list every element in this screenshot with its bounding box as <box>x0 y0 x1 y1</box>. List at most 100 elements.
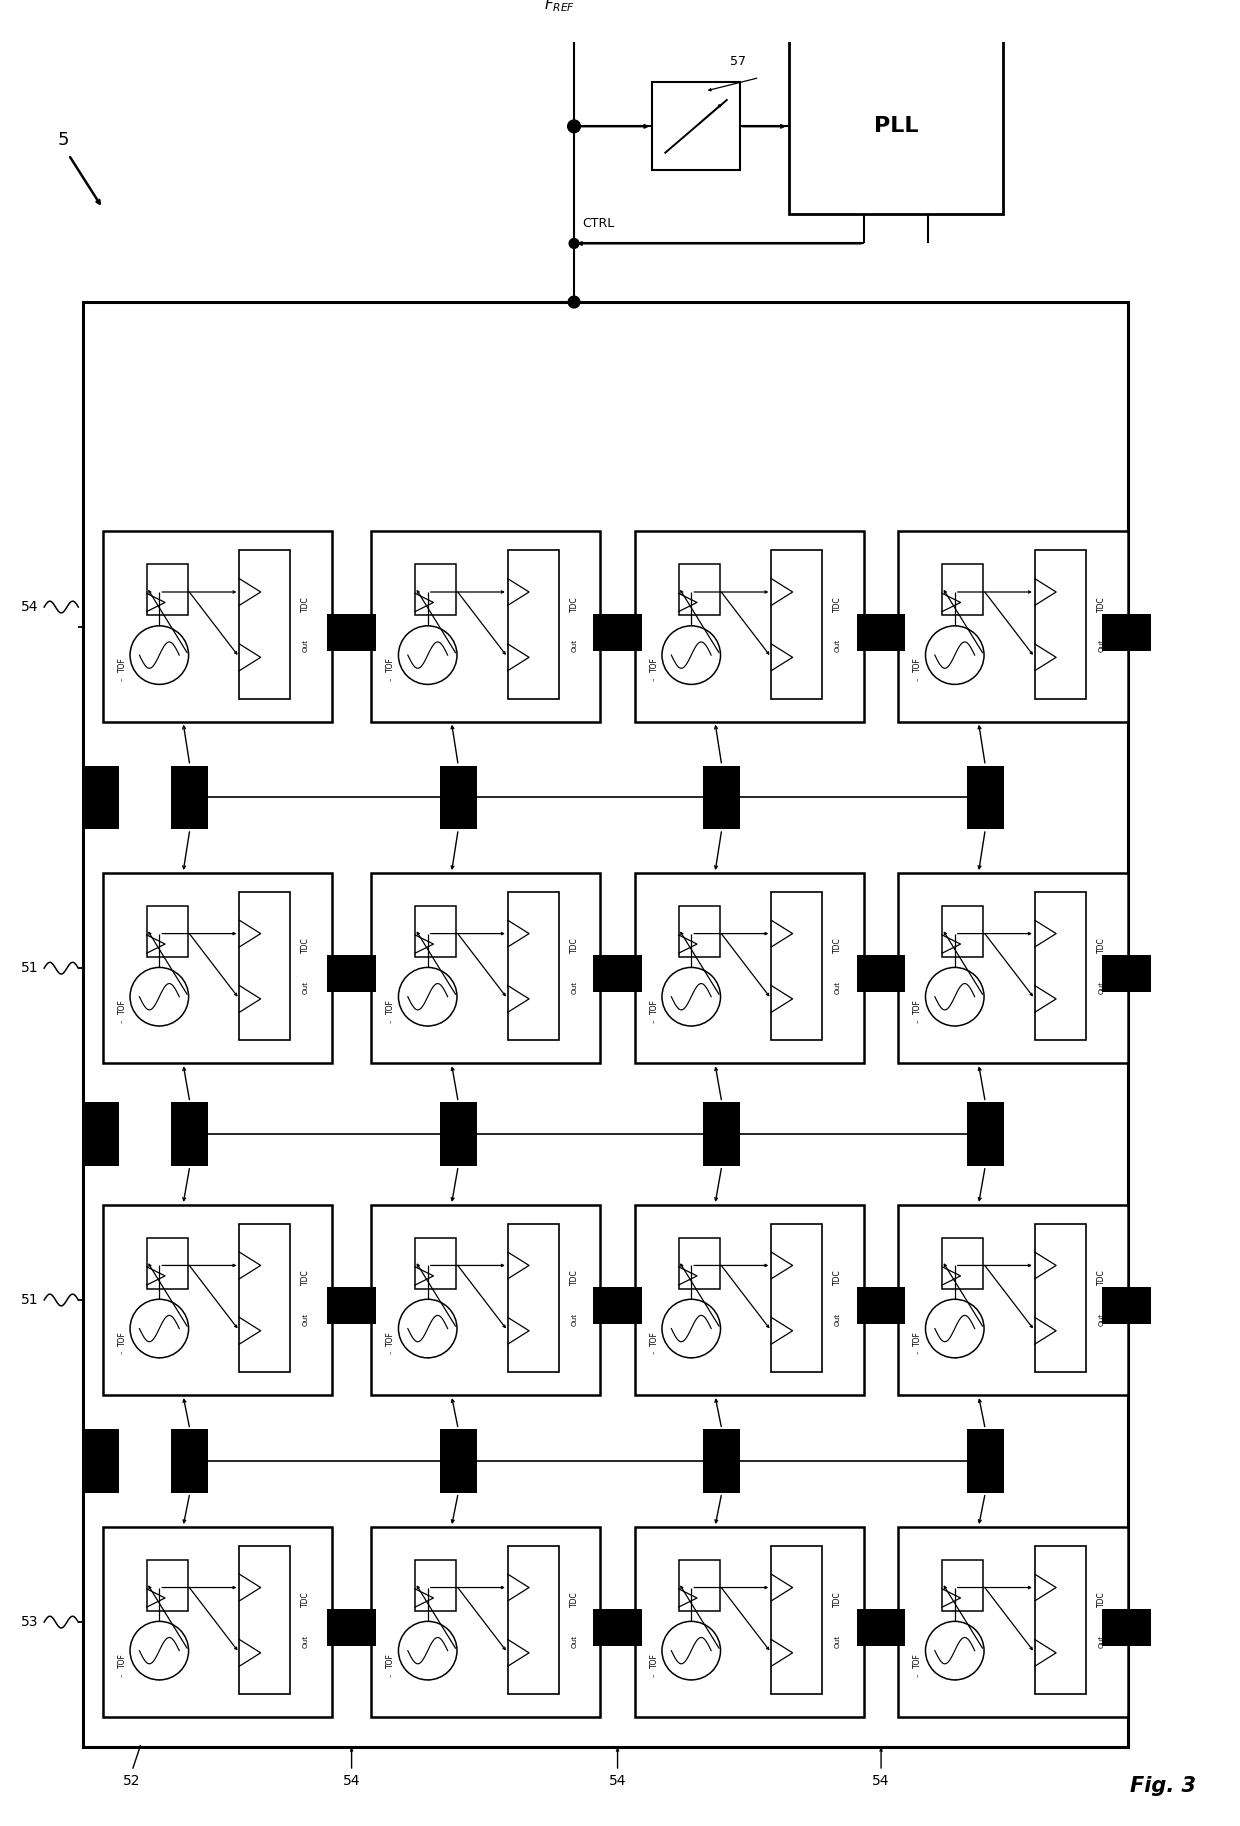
Bar <box>415 564 456 615</box>
Circle shape <box>925 1621 985 1680</box>
Bar <box>440 1103 477 1165</box>
Text: TOF: TOF <box>386 1331 396 1346</box>
Text: TDC: TDC <box>569 1269 579 1286</box>
Bar <box>239 1223 290 1373</box>
Text: Out: Out <box>572 1634 577 1647</box>
Text: $F_{REF}$: $F_{REF}$ <box>544 0 575 15</box>
Bar <box>82 765 119 829</box>
Text: –: – <box>651 1351 657 1355</box>
Text: Out: Out <box>1099 1634 1104 1647</box>
Circle shape <box>717 792 727 803</box>
Bar <box>771 550 822 699</box>
Circle shape <box>569 239 579 248</box>
Circle shape <box>717 1455 727 1466</box>
Bar <box>371 873 600 1063</box>
Bar <box>507 1223 558 1373</box>
Circle shape <box>980 1128 991 1139</box>
Bar <box>1035 1547 1085 1695</box>
Bar <box>103 531 332 721</box>
Text: PLL: PLL <box>874 117 919 137</box>
Text: –: – <box>915 1673 920 1676</box>
Circle shape <box>398 968 458 1026</box>
Circle shape <box>453 1455 464 1466</box>
Text: TOF: TOF <box>913 1331 923 1346</box>
Bar <box>857 1287 905 1324</box>
Bar <box>898 1205 1127 1395</box>
Bar <box>103 873 332 1063</box>
Bar <box>771 893 822 1041</box>
Bar <box>593 1287 642 1324</box>
Text: Out: Out <box>303 981 309 993</box>
Bar <box>771 1547 822 1695</box>
Text: Out: Out <box>572 981 577 993</box>
Text: Out: Out <box>835 639 841 652</box>
Circle shape <box>453 792 464 803</box>
Circle shape <box>662 1300 720 1359</box>
Bar <box>103 1205 332 1395</box>
Text: TDC: TDC <box>301 1592 310 1607</box>
Bar <box>635 531 864 721</box>
Circle shape <box>130 968 188 1026</box>
Bar <box>1102 614 1151 650</box>
Text: 54: 54 <box>609 1773 626 1788</box>
Text: TOF: TOF <box>913 1653 923 1667</box>
Text: Out: Out <box>572 639 577 652</box>
Bar <box>1102 1287 1151 1324</box>
Bar <box>146 1559 187 1611</box>
Bar <box>415 1238 456 1289</box>
Circle shape <box>130 626 188 685</box>
Bar <box>942 1238 983 1289</box>
Text: –: – <box>651 677 657 681</box>
Bar <box>415 1559 456 1611</box>
Text: –: – <box>388 1351 393 1355</box>
Text: TOF: TOF <box>913 657 923 672</box>
Text: 57: 57 <box>730 55 746 68</box>
Bar <box>327 955 376 992</box>
Text: TOF: TOF <box>386 999 396 1013</box>
Bar <box>239 893 290 1041</box>
Circle shape <box>925 968 985 1026</box>
Bar <box>593 955 642 992</box>
Text: TDC: TDC <box>569 937 579 953</box>
Text: TDC: TDC <box>833 595 842 612</box>
Text: TOF: TOF <box>650 1331 658 1346</box>
Bar <box>635 873 864 1063</box>
Text: Out: Out <box>1099 981 1104 993</box>
Text: 54: 54 <box>872 1773 890 1788</box>
Text: TOF: TOF <box>118 1653 126 1667</box>
Circle shape <box>662 626 720 685</box>
Bar <box>857 1609 905 1647</box>
Bar <box>678 564 719 615</box>
Text: TOF: TOF <box>118 1331 126 1346</box>
Text: –: – <box>119 677 125 681</box>
Bar <box>1102 1609 1151 1647</box>
Text: –: – <box>388 1673 393 1676</box>
Circle shape <box>662 1621 720 1680</box>
Text: TDC: TDC <box>1096 595 1106 612</box>
Bar <box>857 614 905 650</box>
Text: 53: 53 <box>21 1614 38 1629</box>
Bar <box>967 765 1004 829</box>
Bar <box>239 1547 290 1695</box>
Bar <box>1102 955 1151 992</box>
Text: 5: 5 <box>58 131 69 150</box>
Bar <box>703 765 740 829</box>
Text: 51: 51 <box>21 1293 38 1307</box>
Text: TDC: TDC <box>569 595 579 612</box>
Bar <box>1035 1223 1085 1373</box>
Bar <box>103 1527 332 1716</box>
Text: TDC: TDC <box>1096 1592 1106 1607</box>
Text: Out: Out <box>303 1634 309 1647</box>
Text: TDC: TDC <box>833 1269 842 1286</box>
Text: TDC: TDC <box>1096 937 1106 953</box>
Text: –: – <box>119 1673 125 1676</box>
Text: TOF: TOF <box>650 657 658 672</box>
Bar <box>146 564 187 615</box>
Bar <box>146 1238 187 1289</box>
Text: TOF: TOF <box>650 999 658 1013</box>
Text: Out: Out <box>303 1313 309 1326</box>
Bar <box>371 1527 600 1716</box>
Bar <box>371 1205 600 1395</box>
Text: 54: 54 <box>21 601 38 614</box>
Bar <box>898 1527 1127 1716</box>
